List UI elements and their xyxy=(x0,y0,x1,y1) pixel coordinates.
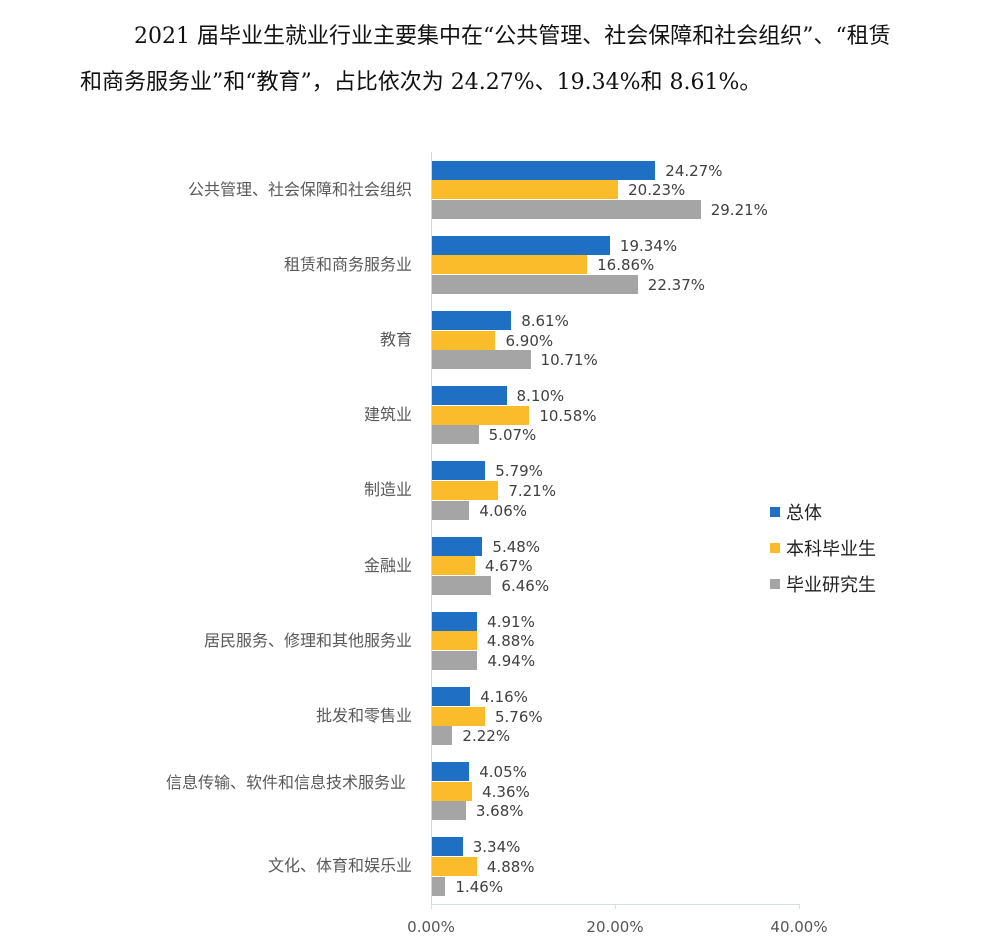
legend-item-graduate: 毕业研究生 xyxy=(770,566,876,602)
data-label: 3.68% xyxy=(475,802,524,821)
data-label: 4.94% xyxy=(487,651,536,670)
data-label: 5.48% xyxy=(492,537,541,556)
bar xyxy=(432,762,470,782)
data-label: 19.34% xyxy=(619,236,678,255)
bar xyxy=(432,160,656,180)
bar xyxy=(432,631,477,651)
bar xyxy=(432,500,470,520)
legend-label: 毕业研究生 xyxy=(786,575,876,596)
category-label: 金融业 xyxy=(363,555,412,575)
data-label: 1.46% xyxy=(455,877,504,896)
bar xyxy=(432,781,473,801)
data-label: 22.37% xyxy=(647,275,705,294)
category-label: 教育 xyxy=(379,329,412,349)
bar xyxy=(432,876,446,896)
bar xyxy=(432,536,483,556)
bar xyxy=(432,255,588,275)
bar xyxy=(432,199,701,219)
legend-swatch-icon xyxy=(770,579,780,589)
bar xyxy=(432,856,477,876)
bar xyxy=(432,801,466,821)
data-label: 5.79% xyxy=(495,462,543,481)
data-label: 4.88% xyxy=(486,632,535,651)
data-label: 4.91% xyxy=(487,612,535,631)
data-label: 4.16% xyxy=(480,687,528,706)
category-axis-line xyxy=(431,152,432,906)
bar xyxy=(432,330,496,350)
category-label: 信息传输、软件和信息技术服务业 xyxy=(165,773,406,793)
bar xyxy=(432,650,478,670)
data-label: 24.27% xyxy=(665,161,723,180)
category-label: 批发和零售业 xyxy=(315,705,412,725)
data-label: 20.23% xyxy=(628,181,686,200)
chart-legend: 总体 本科毕业生 毕业研究生 xyxy=(770,494,876,602)
data-label: 4.67% xyxy=(484,557,533,576)
legend-label: 本科毕业生 xyxy=(786,539,876,560)
x-tick-label: 0.00% xyxy=(407,918,455,936)
data-label: 10.71% xyxy=(540,351,598,370)
x-tick-40 xyxy=(799,904,800,909)
data-label: 29.21% xyxy=(710,200,768,219)
bar xyxy=(432,274,638,294)
data-label: 8.10% xyxy=(516,387,565,406)
data-label: 4.88% xyxy=(486,857,535,876)
data-label: 4.36% xyxy=(482,782,530,801)
legend-item-undergraduate: 本科毕业生 xyxy=(770,530,876,566)
bar xyxy=(432,611,478,631)
x-tick-label: 40.00% xyxy=(770,918,828,936)
summary-line-2: 和商务服务业”和“教育”，占比依次为 24.27%、19.34%和 8.61%。 xyxy=(80,70,762,95)
bar xyxy=(432,706,485,726)
data-label: 5.76% xyxy=(494,707,543,726)
bar xyxy=(432,480,499,500)
x-tick-label: 20.00% xyxy=(586,918,644,936)
bar xyxy=(432,575,492,595)
bar xyxy=(432,726,453,746)
category-label: 居民服务、修理和其他服务业 xyxy=(203,630,412,650)
x-tick-0 xyxy=(431,904,432,909)
bar xyxy=(432,310,512,330)
category-label: 制造业 xyxy=(363,480,412,500)
bar xyxy=(432,386,507,406)
legend-item-overall: 总体 xyxy=(770,494,876,530)
bar xyxy=(432,180,619,200)
category-label: 文化、体育和娱乐业 xyxy=(267,856,412,876)
bar xyxy=(432,837,463,857)
legend-swatch-icon xyxy=(770,543,780,553)
summary-paragraph: 2021 届毕业生就业行业主要集中在“公共管理、社会保障和社会组织”、“租赁 和… xyxy=(80,14,980,106)
data-label: 6.90% xyxy=(505,331,554,350)
data-label: 6.46% xyxy=(501,576,550,595)
data-label: 4.06% xyxy=(479,501,527,520)
data-label: 4.05% xyxy=(479,763,527,782)
bar xyxy=(432,686,471,706)
data-label: 10.58% xyxy=(539,406,597,425)
category-label: 公共管理、社会保障和社会组织 xyxy=(187,179,412,199)
bar xyxy=(432,405,530,425)
data-label: 16.86% xyxy=(597,256,655,275)
bar xyxy=(432,235,610,255)
bar xyxy=(432,425,479,445)
bar xyxy=(432,350,531,370)
category-label: 建筑业 xyxy=(363,405,412,425)
category-label: 租赁和商务服务业 xyxy=(283,254,412,274)
bar xyxy=(432,461,486,481)
bar xyxy=(432,556,475,576)
summary-line-1: 2021 届毕业生就业行业主要集中在“公共管理、社会保障和社会组织”、“租赁 xyxy=(134,24,891,49)
legend-label: 总体 xyxy=(786,503,822,524)
legend-swatch-icon xyxy=(770,507,780,517)
x-tick-20 xyxy=(615,904,616,909)
data-label: 8.61% xyxy=(521,311,569,330)
data-label: 2.22% xyxy=(462,727,511,746)
data-label: 7.21% xyxy=(508,481,556,500)
data-label: 3.34% xyxy=(472,838,521,857)
data-label: 5.07% xyxy=(488,426,537,445)
